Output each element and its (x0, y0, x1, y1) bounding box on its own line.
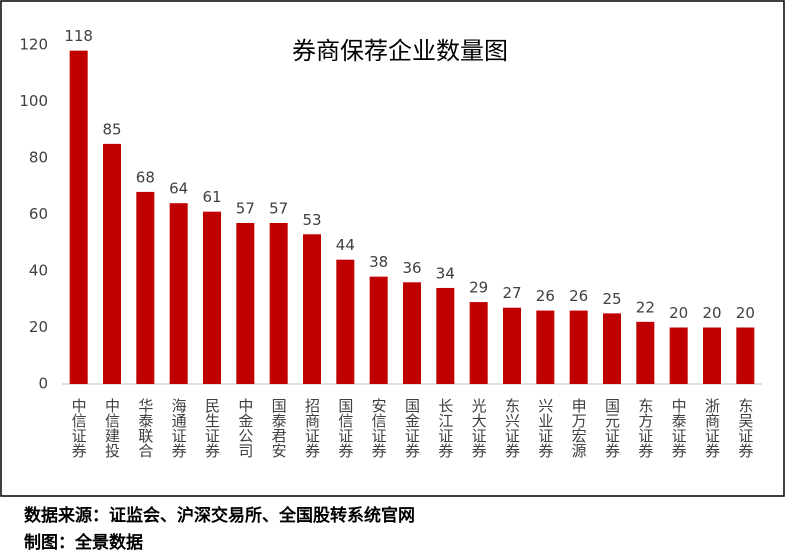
data-label: 118 (64, 27, 93, 45)
bar (669, 327, 688, 384)
bar (436, 287, 455, 384)
data-label: 36 (402, 259, 421, 277)
data-label: 20 (736, 304, 755, 322)
x-tick-label: 中泰证券 (670, 398, 688, 459)
credit-note: 制图：全景数据 (24, 532, 143, 553)
bar (703, 327, 721, 384)
x-tick-label: 民生证券 (203, 398, 221, 459)
y-tick-label: 80 (29, 149, 48, 167)
x-tick-label: 光大证券 (470, 398, 488, 459)
data-label: 26 (536, 287, 555, 305)
y-tick-label: 20 (29, 318, 48, 336)
x-tick-label: 浙商证券 (703, 398, 721, 459)
y-tick-label: 0 (38, 375, 48, 393)
x-tick-label: 海通证券 (170, 398, 188, 459)
data-label: 85 (102, 120, 121, 138)
bar (403, 282, 421, 384)
data-label: 57 (269, 199, 288, 217)
bar (569, 310, 588, 384)
data-label: 38 (369, 253, 388, 271)
source-note: 数据来源：证监会、沪深交易所、全国股转系统官网 (24, 505, 415, 526)
bar (203, 211, 221, 384)
bar (603, 313, 621, 384)
chart-title: 券商保荐企业数量图 (292, 37, 508, 65)
x-tick-label: 国信证券 (336, 398, 354, 459)
data-label: 53 (302, 211, 321, 229)
data-label: 57 (236, 199, 255, 217)
x-tick-label: 长江证券 (436, 398, 454, 459)
data-label: 22 (636, 298, 655, 316)
x-tick-label: 中信建投 (103, 398, 121, 459)
x-tick-label: 招商证券 (303, 398, 321, 459)
data-label: 68 (136, 168, 155, 186)
y-tick-label: 40 (29, 262, 48, 280)
bar (736, 327, 755, 384)
x-tick-label: 华泰联合 (136, 398, 154, 458)
data-label: 27 (502, 284, 521, 302)
x-tick-label: 国泰君安 (270, 398, 288, 458)
data-label: 20 (702, 304, 721, 322)
y-tick-label: 100 (19, 92, 48, 110)
data-label: 61 (202, 188, 221, 206)
data-label: 64 (169, 180, 188, 198)
data-label: 26 (569, 287, 588, 305)
bar (303, 234, 321, 384)
data-label: 34 (436, 264, 455, 282)
bar (469, 302, 488, 384)
x-tick-label: 安信证券 (370, 398, 388, 459)
x-tick-label: 中信证券 (70, 398, 88, 459)
bar (536, 310, 555, 384)
data-label: 29 (469, 279, 488, 297)
bar (169, 203, 188, 384)
y-tick-label: 120 (19, 36, 48, 54)
bar (369, 276, 388, 384)
data-label: 44 (336, 236, 355, 254)
bar (636, 321, 655, 384)
x-tick-label: 兴业证券 (536, 398, 554, 459)
bar (136, 191, 155, 384)
bar (336, 259, 355, 384)
x-tick-label: 国元证券 (603, 398, 621, 459)
bar (103, 143, 121, 384)
bar (269, 222, 288, 384)
bar (69, 50, 88, 385)
x-tick-label: 申万宏源 (570, 398, 588, 458)
x-tick-label: 东方证券 (636, 398, 654, 459)
x-tick-label: 东兴证券 (503, 398, 521, 459)
x-tick-label: 国金证券 (403, 398, 421, 459)
bar (503, 307, 521, 384)
chart-frame (0, 0, 785, 497)
x-tick-label: 东吴证券 (736, 398, 754, 459)
bar (236, 222, 255, 384)
x-tick-label: 中金公司 (236, 398, 254, 458)
data-label: 20 (669, 304, 688, 322)
y-tick-label: 60 (29, 205, 48, 223)
data-label: 25 (602, 290, 621, 308)
